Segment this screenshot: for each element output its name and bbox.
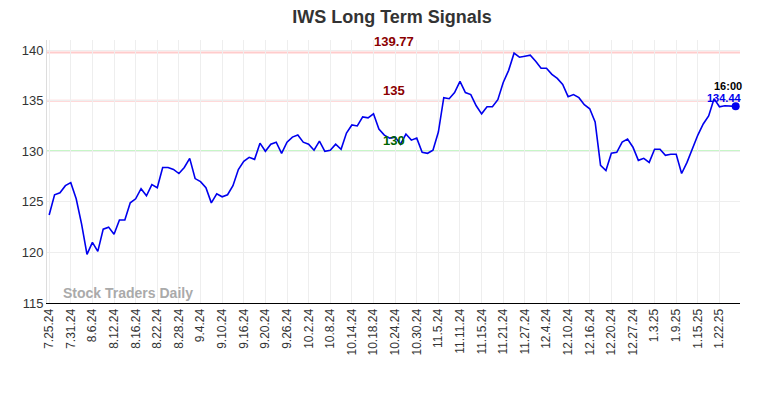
svg-text:11.11.24: 11.11.24: [453, 308, 467, 353]
svg-text:7.25.24: 7.25.24: [42, 308, 56, 348]
svg-text:9.20.24: 9.20.24: [258, 308, 272, 348]
svg-text:1.15.25: 1.15.25: [691, 308, 705, 348]
svg-text:120: 120: [22, 245, 44, 260]
svg-text:1.22.25: 1.22.25: [712, 308, 726, 348]
svg-text:135: 135: [383, 83, 405, 98]
svg-text:8.6.24: 8.6.24: [85, 308, 99, 342]
svg-text:11.21.24: 11.21.24: [496, 308, 510, 354]
svg-text:10.8.24: 10.8.24: [323, 308, 337, 348]
svg-text:11.27.24: 11.27.24: [518, 308, 532, 354]
svg-text:12.20.24: 12.20.24: [604, 308, 618, 355]
svg-text:10.30.24: 10.30.24: [410, 308, 424, 355]
svg-text:9.26.24: 9.26.24: [280, 308, 294, 348]
svg-text:130: 130: [22, 144, 44, 159]
svg-text:16:00: 16:00: [714, 80, 742, 92]
svg-text:7.31.24: 7.31.24: [64, 308, 78, 348]
svg-text:10.2.24: 10.2.24: [302, 308, 316, 348]
svg-text:8.28.24: 8.28.24: [172, 308, 186, 348]
svg-text:10.18.24: 10.18.24: [366, 308, 380, 355]
svg-text:10.14.24: 10.14.24: [345, 308, 359, 355]
svg-text:IWS Long Term Signals: IWS Long Term Signals: [292, 7, 492, 27]
svg-text:1.3.25: 1.3.25: [647, 308, 661, 342]
svg-text:130: 130: [383, 133, 405, 148]
svg-text:11.5.24: 11.5.24: [431, 308, 445, 347]
svg-text:12.16.24: 12.16.24: [583, 308, 597, 355]
svg-text:134.44: 134.44: [707, 92, 742, 104]
svg-text:115: 115: [23, 296, 44, 311]
svg-text:135: 135: [22, 93, 44, 108]
svg-text:9.4.24: 9.4.24: [193, 308, 207, 342]
svg-text:12.27.24: 12.27.24: [626, 308, 640, 355]
svg-text:140: 140: [22, 43, 44, 58]
svg-text:12.4.24: 12.4.24: [539, 308, 553, 348]
svg-text:10.24.24: 10.24.24: [388, 308, 402, 355]
svg-text:9.10.24: 9.10.24: [215, 308, 229, 348]
svg-text:139.77: 139.77: [374, 34, 414, 49]
svg-text:Stock Traders Daily: Stock Traders Daily: [63, 285, 193, 301]
svg-text:12.10.24: 12.10.24: [561, 308, 575, 355]
svg-text:8.16.24: 8.16.24: [129, 308, 143, 348]
svg-text:125: 125: [22, 194, 44, 209]
svg-text:8.22.24: 8.22.24: [150, 308, 164, 348]
svg-text:11.15.24: 11.15.24: [475, 308, 489, 354]
svg-text:1.9.25: 1.9.25: [669, 308, 683, 342]
svg-text:9.16.24: 9.16.24: [237, 308, 251, 348]
svg-text:8.12.24: 8.12.24: [107, 308, 121, 348]
